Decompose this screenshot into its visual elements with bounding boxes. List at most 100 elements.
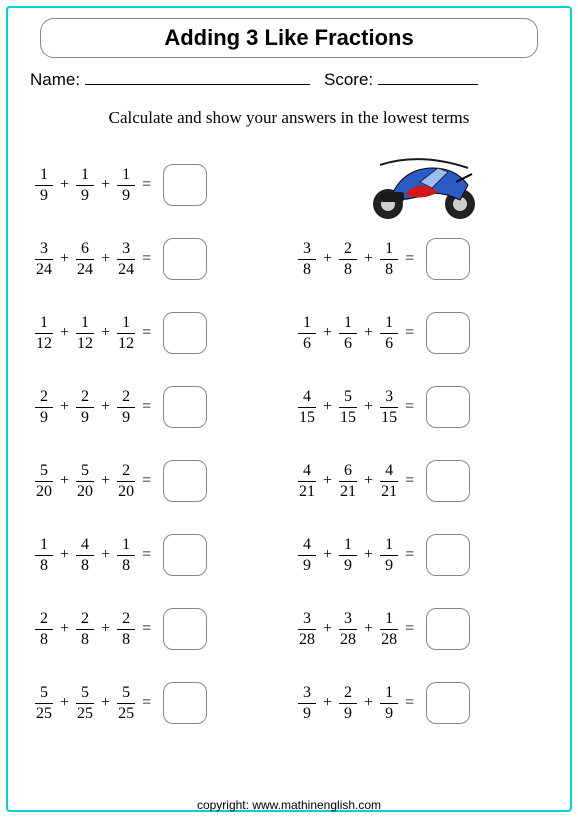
fraction: 18 [379, 241, 399, 278]
denominator: 6 [339, 333, 357, 352]
numerator: 1 [81, 167, 89, 185]
numerator: 4 [303, 389, 311, 407]
plus-sign: + [101, 620, 110, 638]
plus-sign: + [60, 324, 69, 342]
answer-box[interactable] [163, 608, 207, 650]
answer-box[interactable] [163, 164, 207, 206]
fraction: 128 [379, 611, 399, 648]
answer-box[interactable] [163, 534, 207, 576]
fraction: 18 [116, 537, 136, 574]
numerator: 1 [385, 611, 393, 629]
answer-box[interactable] [426, 386, 470, 428]
denominator: 9 [35, 185, 53, 204]
answer-box[interactable] [426, 608, 470, 650]
numerator: 2 [81, 389, 89, 407]
fraction: 28 [34, 611, 54, 648]
answer-box[interactable] [426, 682, 470, 724]
denominator: 9 [298, 555, 316, 574]
denominator: 24 [35, 259, 53, 278]
score-blank[interactable] [378, 71, 478, 85]
equals-sign: = [142, 250, 151, 268]
answer-box[interactable] [163, 460, 207, 502]
plus-sign: + [323, 250, 332, 268]
numerator: 1 [122, 167, 130, 185]
denominator: 24 [76, 259, 94, 278]
denominator: 6 [298, 333, 316, 352]
denominator: 8 [117, 555, 135, 574]
equals-sign: = [142, 398, 151, 416]
plus-sign: + [101, 546, 110, 564]
plus-sign: + [364, 620, 373, 638]
numerator: 1 [344, 315, 352, 333]
plus-sign: + [60, 176, 69, 194]
problem-cell: 525+525+525= [26, 666, 289, 740]
illustration-cell [289, 148, 552, 222]
problem-grid: 19+19+19=324+624+324=38+28+18=112+112+11… [26, 148, 552, 740]
numerator: 3 [385, 389, 393, 407]
answer-box[interactable] [426, 460, 470, 502]
numerator: 3 [40, 241, 48, 259]
numerator: 4 [303, 463, 311, 481]
denominator: 9 [380, 703, 398, 722]
plus-sign: + [101, 472, 110, 490]
denominator: 9 [76, 185, 94, 204]
numerator: 2 [122, 389, 130, 407]
numerator: 1 [385, 537, 393, 555]
fraction: 19 [379, 685, 399, 722]
numerator: 2 [122, 463, 130, 481]
answer-box[interactable] [163, 682, 207, 724]
fraction: 315 [379, 389, 399, 426]
denominator: 28 [298, 629, 316, 648]
answer-box[interactable] [163, 238, 207, 280]
fraction: 38 [297, 241, 317, 278]
denominator: 9 [117, 407, 135, 426]
plus-sign: + [101, 398, 110, 416]
fraction: 19 [34, 167, 54, 204]
denominator: 8 [35, 629, 53, 648]
plus-sign: + [364, 546, 373, 564]
denominator: 21 [298, 481, 316, 500]
fraction: 421 [379, 463, 399, 500]
answer-box[interactable] [163, 386, 207, 428]
fraction: 19 [75, 167, 95, 204]
denominator: 12 [35, 333, 53, 352]
numerator: 3 [122, 241, 130, 259]
denominator: 8 [117, 629, 135, 648]
denominator: 8 [35, 555, 53, 574]
plus-sign: + [60, 250, 69, 268]
numerator: 1 [81, 315, 89, 333]
name-blank[interactable] [85, 71, 310, 85]
fraction: 28 [116, 611, 136, 648]
plus-sign: + [364, 694, 373, 712]
denominator: 25 [76, 703, 94, 722]
plus-sign: + [101, 176, 110, 194]
denominator: 9 [117, 185, 135, 204]
fraction: 112 [116, 315, 136, 352]
name-score-line: Name: Score: [26, 70, 552, 90]
answer-box[interactable] [426, 238, 470, 280]
fraction: 112 [75, 315, 95, 352]
numerator: 5 [40, 685, 48, 703]
equals-sign: = [142, 472, 151, 490]
answer-box[interactable] [163, 312, 207, 354]
instruction-text: Calculate and show your answers in the l… [26, 108, 552, 128]
numerator: 4 [303, 537, 311, 555]
answer-box[interactable] [426, 312, 470, 354]
copyright-footer: copyright: www.mathinenglish.com [0, 798, 578, 812]
numerator: 5 [40, 463, 48, 481]
denominator: 20 [76, 481, 94, 500]
fraction: 19 [116, 167, 136, 204]
fraction: 112 [34, 315, 54, 352]
fraction: 525 [116, 685, 136, 722]
problem-cell: 415+515+315= [289, 370, 552, 444]
numerator: 2 [40, 611, 48, 629]
fraction: 18 [34, 537, 54, 574]
numerator: 1 [122, 537, 130, 555]
denominator: 8 [76, 555, 94, 574]
name-label: Name: [30, 70, 80, 89]
score-label: Score: [324, 70, 373, 89]
fraction: 28 [75, 611, 95, 648]
problem-cell: 29+29+29= [26, 370, 289, 444]
answer-box[interactable] [426, 534, 470, 576]
fraction: 520 [75, 463, 95, 500]
